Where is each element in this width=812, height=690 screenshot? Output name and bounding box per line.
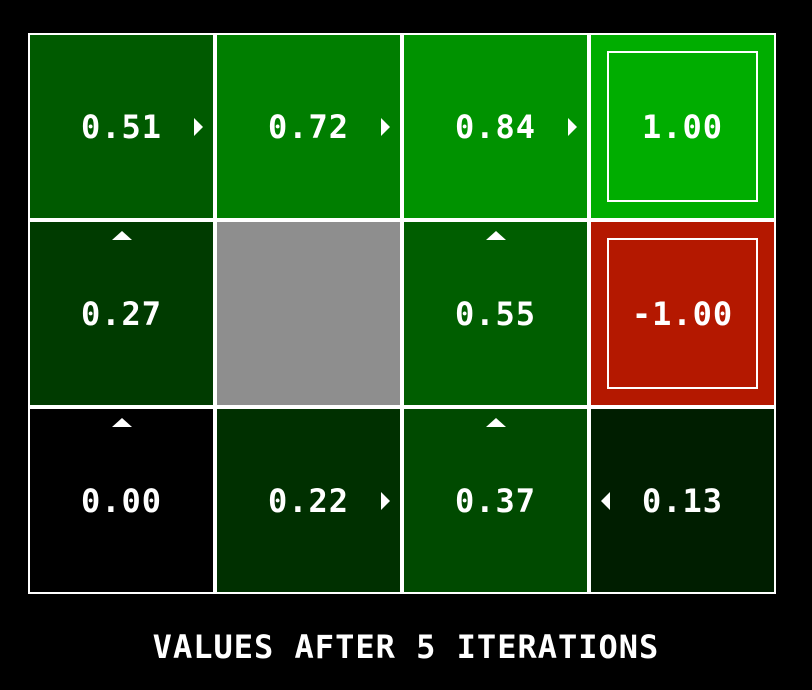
policy-arrow-east-icon bbox=[568, 117, 577, 136]
value-grid: 0.51 0.72 0.84 1.00 0.27 0.55 -1.00 0.00 0.22 0.3… bbox=[28, 33, 776, 594]
wall-cell bbox=[217, 222, 400, 405]
policy-arrow-east-icon bbox=[194, 117, 203, 136]
state-cell: 0.51 bbox=[30, 35, 213, 218]
terminal-border bbox=[607, 238, 758, 389]
terminal-cell: -1.00 bbox=[591, 222, 774, 405]
state-value: 1.00 bbox=[641, 107, 724, 146]
state-value: 0.37 bbox=[454, 481, 537, 520]
state-cell: 0.37 bbox=[404, 409, 587, 592]
terminal-border bbox=[607, 51, 758, 202]
state-cell: 0.55 bbox=[404, 222, 587, 405]
state-value: 0.00 bbox=[80, 481, 163, 520]
state-value: 0.55 bbox=[454, 294, 537, 333]
state-cell: 0.00 bbox=[30, 409, 213, 592]
state-value: 0.27 bbox=[80, 294, 163, 333]
terminal-cell: 1.00 bbox=[591, 35, 774, 218]
state-value: 0.84 bbox=[454, 107, 537, 146]
policy-arrow-north-icon bbox=[485, 418, 506, 427]
state-cell: 0.22 bbox=[217, 409, 400, 592]
state-cell: 0.84 bbox=[404, 35, 587, 218]
state-cell: 0.13 bbox=[591, 409, 774, 592]
policy-arrow-east-icon bbox=[381, 491, 390, 510]
state-value: 0.72 bbox=[267, 107, 350, 146]
iterations-caption: VALUES AFTER 5 ITERATIONS bbox=[152, 628, 660, 666]
policy-arrow-east-icon bbox=[381, 117, 390, 136]
policy-arrow-north-icon bbox=[111, 231, 132, 240]
policy-arrow-west-icon bbox=[601, 491, 610, 510]
policy-arrow-north-icon bbox=[485, 231, 506, 240]
state-cell: 0.27 bbox=[30, 222, 213, 405]
state-value: 0.22 bbox=[267, 481, 350, 520]
state-cell: 0.72 bbox=[217, 35, 400, 218]
state-value: 0.51 bbox=[80, 107, 163, 146]
state-value: -1.00 bbox=[631, 294, 734, 333]
policy-arrow-north-icon bbox=[111, 418, 132, 427]
state-value: 0.13 bbox=[641, 481, 724, 520]
